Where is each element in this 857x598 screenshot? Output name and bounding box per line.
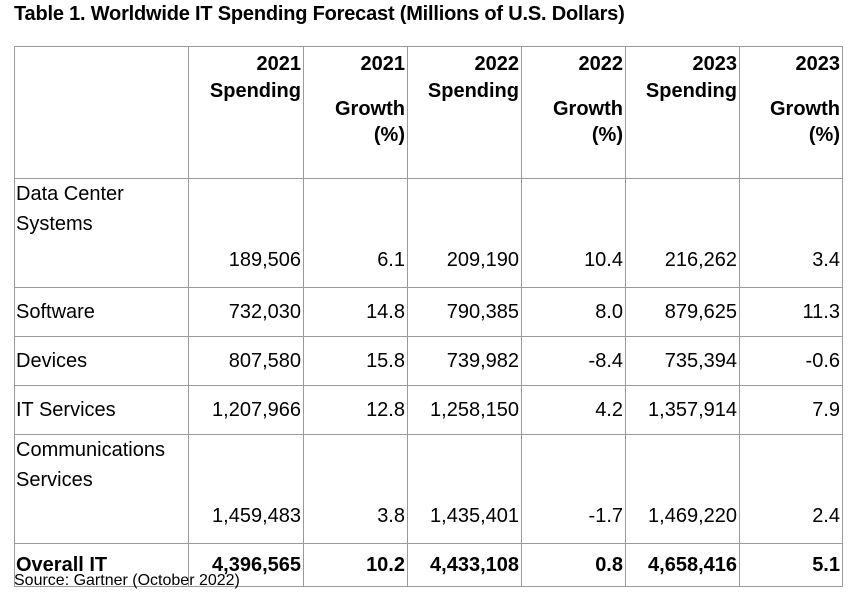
cell-2021-growth: 10.2 — [303, 543, 408, 587]
cell-2023-growth: 7.9 — [739, 385, 843, 435]
header-2021-growth: 2021 Growth (%) — [303, 46, 408, 179]
header-2023-growth: 2023 Growth (%) — [739, 46, 843, 179]
table-row-overall-it: Overall IT 4,396,565 10.2 4,433,108 0.8 … — [14, 543, 843, 587]
header-2021-spending: 2021 Spending — [188, 46, 304, 179]
cell-2022-spending: 739,982 — [407, 336, 522, 386]
it-spending-table: 2021 Spending 2021 Growth (%) 2022 Spend… — [14, 46, 843, 587]
cell-2022-spending: 209,190 — [407, 178, 522, 288]
row-label: Overall IT — [14, 543, 189, 587]
cell-2021-spending: 807,580 — [188, 336, 304, 386]
header-row: 2021 Spending 2021 Growth (%) 2022 Spend… — [14, 46, 843, 179]
cell-2023-spending: 1,357,914 — [625, 385, 740, 435]
cell-2023-spending: 879,625 — [625, 287, 740, 337]
cell-2022-spending: 790,385 — [407, 287, 522, 337]
table-row-software: Software 732,030 14.8 790,385 8.0 879,62… — [14, 287, 843, 337]
cell-2021-growth: 12.8 — [303, 385, 408, 435]
cell-2022-growth: 10.4 — [521, 178, 626, 288]
row-label: Communications Services — [14, 434, 189, 544]
cell-2021-growth: 6.1 — [303, 178, 408, 288]
cell-2022-growth: 8.0 — [521, 287, 626, 337]
cell-2021-spending: 4,396,565 — [188, 543, 304, 587]
cell-2021-growth: 14.8 — [303, 287, 408, 337]
cell-2023-spending: 735,394 — [625, 336, 740, 386]
cell-2023-growth: 2.4 — [739, 434, 843, 544]
cell-2021-spending: 1,207,966 — [188, 385, 304, 435]
cell-2021-growth: 15.8 — [303, 336, 408, 386]
cell-2023-growth: 3.4 — [739, 178, 843, 288]
row-label: Software — [14, 287, 189, 337]
row-label: IT Services — [14, 385, 189, 435]
row-label: Devices — [14, 336, 189, 386]
table-row-devices: Devices 807,580 15.8 739,982 -8.4 735,39… — [14, 336, 843, 386]
table-row-communications-services: Communications Services 1,459,483 3.8 1,4… — [14, 434, 843, 544]
cell-2022-growth: -1.7 — [521, 434, 626, 544]
cell-2022-spending: 1,258,150 — [407, 385, 522, 435]
header-label-cell — [14, 46, 189, 179]
cell-2021-spending: 189,506 — [188, 178, 304, 288]
header-2022-spending: 2022 Spending — [407, 46, 522, 179]
cell-2022-spending: 4,433,108 — [407, 543, 522, 587]
cell-2023-spending: 1,469,220 — [625, 434, 740, 544]
cell-2023-spending: 4,658,416 — [625, 543, 740, 587]
cell-2023-spending: 216,262 — [625, 178, 740, 288]
cell-2021-growth: 3.8 — [303, 434, 408, 544]
row-label: Data Center Systems — [14, 178, 189, 288]
cell-2021-spending: 732,030 — [188, 287, 304, 337]
cell-2022-growth: 4.2 — [521, 385, 626, 435]
cell-2023-growth: -0.6 — [739, 336, 843, 386]
cell-2022-growth: 0.8 — [521, 543, 626, 587]
source-note: Source: Gartner (October 2022) — [14, 572, 240, 589]
cell-2023-growth: 11.3 — [739, 287, 843, 337]
table-row-it-services: IT Services 1,207,966 12.8 1,258,150 4.2… — [14, 385, 843, 435]
table-row-data-center-systems: Data Center Systems 189,506 6.1 209,190 1… — [14, 178, 843, 288]
header-2023-spending: 2023 Spending — [625, 46, 740, 179]
table-title: Table 1. Worldwide IT Spending Forecast … — [14, 3, 625, 25]
cell-2022-spending: 1,435,401 — [407, 434, 522, 544]
header-2022-growth: 2022 Growth (%) — [521, 46, 626, 179]
cell-2022-growth: -8.4 — [521, 336, 626, 386]
cell-2023-growth: 5.1 — [739, 543, 843, 587]
cell-2021-spending: 1,459,483 — [188, 434, 304, 544]
